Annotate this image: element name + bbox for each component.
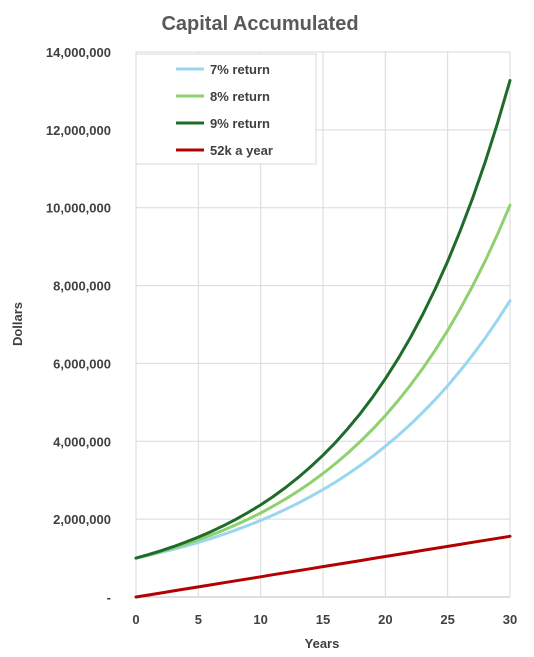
y-tick-label: - bbox=[107, 590, 111, 605]
x-tick-label: 15 bbox=[316, 612, 330, 627]
legend-label: 9% return bbox=[210, 116, 270, 131]
legend-label: 7% return bbox=[210, 62, 270, 77]
x-tick-label: 10 bbox=[253, 612, 267, 627]
y-tick-label: 14,000,000 bbox=[46, 45, 111, 60]
x-tick-label: 30 bbox=[503, 612, 517, 627]
series-lines bbox=[134, 79, 512, 599]
series-line-3 bbox=[134, 79, 512, 560]
chart-title: Capital Accumulated bbox=[161, 13, 358, 35]
series-line-4 bbox=[134, 534, 512, 599]
x-axis-label: Years bbox=[305, 636, 340, 651]
series-line-1 bbox=[134, 299, 512, 560]
series-line-2 bbox=[134, 203, 512, 560]
x-tick-label: 0 bbox=[132, 612, 139, 627]
legend: 7% return 8% return 9% return 52k a year bbox=[135, 53, 317, 165]
y-tick-label: 2,000,000 bbox=[53, 512, 111, 527]
y-tick-label: 4,000,000 bbox=[53, 434, 111, 449]
y-axis-label: Dollars bbox=[10, 302, 25, 346]
y-tick-label: 12,000,000 bbox=[46, 123, 111, 138]
x-tick-label: 5 bbox=[195, 612, 202, 627]
y-tick-label: 10,000,000 bbox=[46, 201, 111, 216]
y-tick-label: 6,000,000 bbox=[53, 356, 111, 371]
legend-label: 52k a year bbox=[210, 143, 273, 158]
y-tick-label: 8,000,000 bbox=[53, 279, 111, 294]
legend-box bbox=[135, 53, 317, 165]
y-axis-ticks: - 2,000,000 4,000,000 6,000,000 8,000,000 10,… bbox=[46, 45, 111, 605]
x-tick-label: 20 bbox=[378, 612, 392, 627]
x-axis-ticks: 0 5 10 15 20 25 30 bbox=[132, 612, 517, 627]
x-tick-label: 25 bbox=[440, 612, 454, 627]
legend-label: 8% return bbox=[210, 89, 270, 104]
